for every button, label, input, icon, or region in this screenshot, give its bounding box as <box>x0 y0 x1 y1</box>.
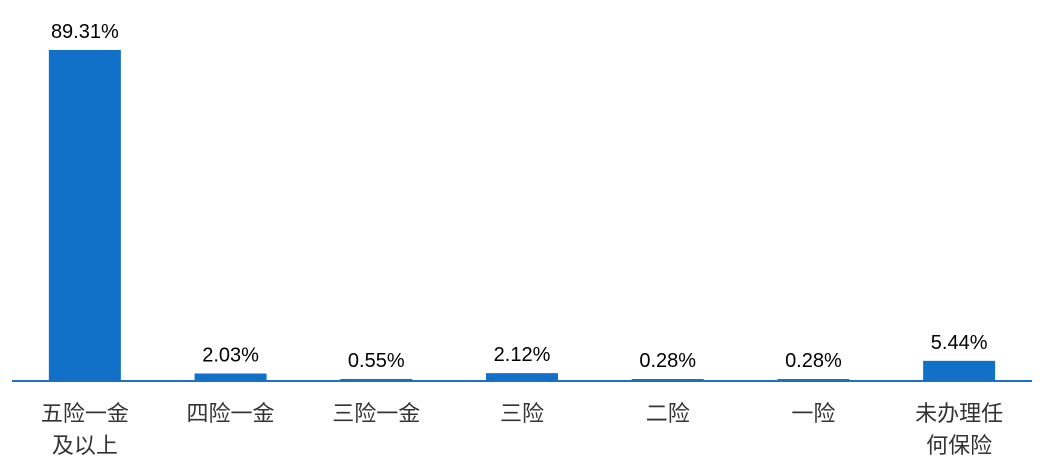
bar-7 <box>923 360 996 381</box>
bar-2 <box>194 373 267 381</box>
category-label-6: 一险 <box>791 402 835 427</box>
category-label-7-line-1: 未办理任 <box>915 402 1003 427</box>
category-label-2: 四险一金 <box>187 402 275 427</box>
category-label-1-line-1: 五险一金 <box>41 402 129 427</box>
value-labels-layer: 89.31% 2.03% 0.55% 2.12% 0.28% 0.28% 5.44% <box>51 21 988 372</box>
bar-4 <box>486 373 558 381</box>
category-label-5: 二险 <box>646 402 690 427</box>
value-label-7: 5.44% <box>931 332 988 354</box>
category-label-4: 三险 <box>500 402 544 427</box>
value-label-3: 0.55% <box>348 350 405 372</box>
category-label-1-line-2: 及以上 <box>52 434 118 459</box>
value-label-2: 2.03% <box>202 344 259 366</box>
bar-1 <box>48 50 121 381</box>
category-label-3: 三险一金 <box>332 402 420 427</box>
value-label-6: 0.28% <box>785 350 842 372</box>
category-label-7-line-2: 何保险 <box>926 434 992 459</box>
bars-layer <box>48 50 996 381</box>
value-label-4: 2.12% <box>494 344 551 366</box>
bar-3 <box>340 378 413 381</box>
value-label-5: 0.28% <box>639 350 696 372</box>
value-label-1: 89.31% <box>51 21 119 43</box>
